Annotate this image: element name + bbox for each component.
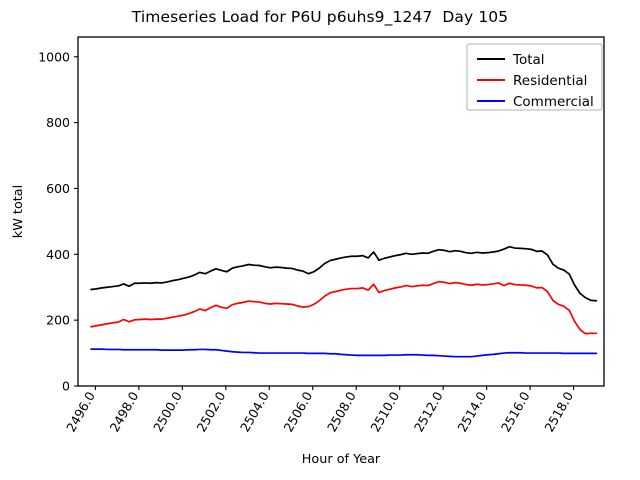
y-tick-label: 400: [46, 247, 70, 262]
x-tick-label: 2500.0: [150, 389, 185, 434]
chart-title: Timeseries Load for P6U p6uhs9_1247 Day …: [131, 8, 509, 26]
x-tick-label: 2508.0: [324, 389, 359, 434]
x-tick-label: 2512.0: [411, 389, 446, 434]
x-tick-label: 2510.0: [367, 389, 402, 434]
y-tick-label: 600: [46, 181, 70, 196]
x-tick-label: 2516.0: [498, 389, 533, 434]
x-tick-label: 2502.0: [194, 389, 229, 434]
x-tick-label: 2498.0: [107, 389, 142, 434]
x-tick-label: 2506.0: [280, 389, 315, 434]
series-line-residential: [90, 280, 598, 335]
legend-label-residential: Residential: [513, 73, 587, 89]
x-axis-label: Hour of Year: [302, 452, 381, 467]
y-tick-label: 800: [46, 115, 70, 130]
y-tick-label: 200: [46, 313, 70, 328]
y-axis-label: kW total: [11, 185, 26, 238]
x-tick-label: 2504.0: [237, 389, 272, 434]
x-tick-label: 2496.0: [63, 389, 98, 434]
axis-labels: Hour of Year kW total: [11, 185, 381, 467]
x-tick-label: 2518.0: [541, 389, 576, 434]
series-line-commercial: [90, 348, 598, 358]
series-line-total: [90, 245, 598, 302]
legend-label-total: Total: [512, 52, 545, 68]
legend-label-commercial: Commercial: [513, 94, 594, 110]
axes: [77, 36, 605, 387]
data-series: [90, 245, 598, 358]
x-tick-label: 2514.0: [454, 389, 489, 434]
y-tick-label: 0: [62, 379, 70, 394]
y-tick-label: 1000: [38, 49, 70, 64]
legend[interactable]: Total Residential Commercial: [466, 43, 603, 111]
